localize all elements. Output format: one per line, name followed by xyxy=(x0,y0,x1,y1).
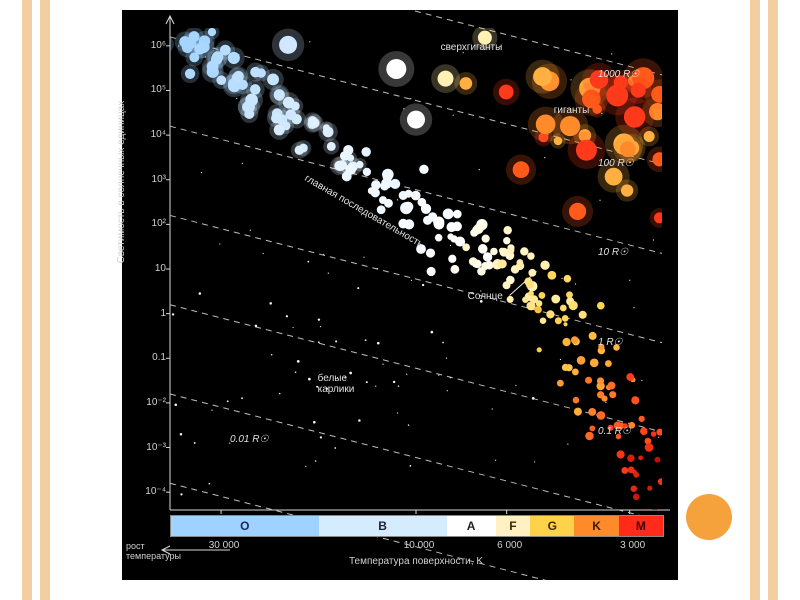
region-label: гиганты xyxy=(554,105,590,116)
spectral-cell-O: O xyxy=(171,516,319,536)
radius-line-label: 100 R☉ xyxy=(598,158,634,169)
y-tick-label: 10⁵ xyxy=(130,84,166,95)
radius-line-label: 10 R☉ xyxy=(598,247,628,258)
hr-diagram-chart: 10⁶10⁵10⁴10³10²1010.110⁻²10⁻³10⁻⁴Светимо… xyxy=(122,10,678,580)
y-tick-label: 10⁶ xyxy=(130,40,166,51)
x-tick-label: 6 000 xyxy=(485,540,535,551)
spectral-cell-F: F xyxy=(496,516,530,536)
y-tick-label: 10 xyxy=(130,263,166,274)
y-axis-label: Светимость в солнечных единицах xyxy=(116,101,127,264)
y-tick-label: 10⁴ xyxy=(130,129,166,140)
left-sidebar-stripes xyxy=(0,0,80,600)
y-tick-label: 10⁻³ xyxy=(130,442,166,453)
temperature-arrow-label: рост температуры xyxy=(126,542,181,562)
radius-line-label: 1 R☉ xyxy=(598,337,623,348)
y-tick-label: 1 xyxy=(130,308,166,319)
slide-frame: 10⁶ 10⁵ 10⁴ 10³ 10² 10 1 0.1 10⁻² 10⁻³ 10⁻⁴ Светимо… xyxy=(0,0,800,600)
region-label: белые карлики xyxy=(318,373,355,395)
x-axis-label: Температура поверхности, K xyxy=(170,556,662,567)
text-overlay-layer: 10⁶10⁵10⁴10³10²1010.110⁻²10⁻³10⁻⁴Светимо… xyxy=(122,10,678,580)
y-tick-label: 0.1 xyxy=(130,352,166,363)
radius-line-label: 0.1 R☉ xyxy=(598,426,631,437)
y-tick-label: 10² xyxy=(130,218,166,229)
spectral-cell-A: A xyxy=(447,516,496,536)
x-tick-label: 3 000 xyxy=(608,540,658,551)
x-tick-label: 10 000 xyxy=(394,540,444,551)
right-sidebar-stripes xyxy=(720,0,800,600)
spectral-cell-K: K xyxy=(574,516,618,536)
decorative-orange-circle xyxy=(686,494,732,540)
y-tick-label: 10³ xyxy=(130,174,166,185)
radius-line-label: 0.01 R☉ xyxy=(230,434,268,445)
radius-line-label: 1000 R☉ xyxy=(598,69,639,80)
spectral-cell-M: M xyxy=(619,516,663,536)
y-tick-label: 10⁻² xyxy=(130,397,166,408)
y-tick-label: 10⁻⁴ xyxy=(130,486,166,497)
region-label: сверхгиганты xyxy=(441,42,503,53)
region-label: Солнце xyxy=(468,291,503,302)
spectral-cell-B: B xyxy=(319,516,447,536)
region-label: главная последовательность xyxy=(302,173,425,250)
spectral-cell-G: G xyxy=(530,516,574,536)
x-tick-label: 30 000 xyxy=(199,540,249,551)
spectral-class-bar: OBAFGKM xyxy=(170,515,664,537)
